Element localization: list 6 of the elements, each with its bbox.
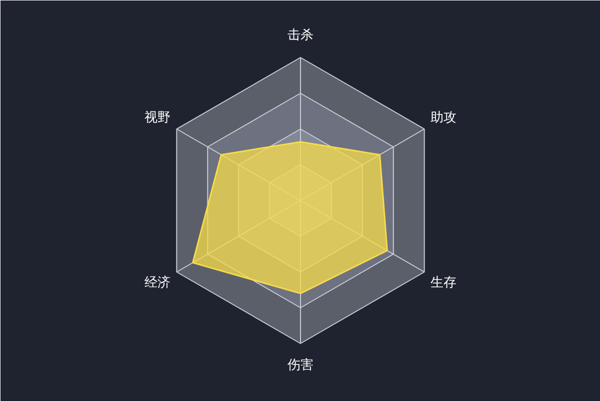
spoke-label: 经济 <box>144 276 171 290</box>
spoke-label: 击杀 <box>288 28 314 43</box>
spoke-label: 生存 <box>430 276 456 290</box>
spoke-label: 视野 <box>144 110 171 126</box>
spoke-label: 伤害 <box>288 357 314 373</box>
spoke-label: 助攻 <box>430 110 456 126</box>
